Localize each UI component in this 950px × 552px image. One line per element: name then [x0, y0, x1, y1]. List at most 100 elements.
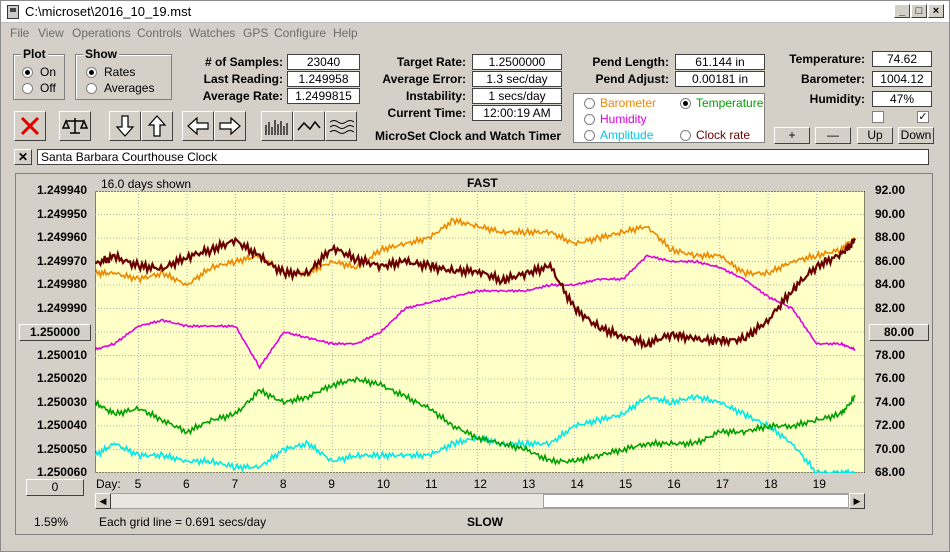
clock-rate-option[interactable]: Clock rate	[696, 128, 751, 142]
right-tick-label: 78.00	[875, 347, 906, 362]
offset-button[interactable]: 0	[26, 479, 84, 496]
day-tick-label: 12	[473, 477, 487, 491]
scroll-right-button[interactable]	[214, 111, 246, 141]
close-window-button[interactable]: ×	[928, 4, 944, 18]
scroll-right-arrow[interactable]: ▶	[849, 493, 865, 509]
menu-controls[interactable]: Controls	[137, 26, 182, 40]
scroll-left-arrow[interactable]: ◀	[95, 493, 111, 509]
clock-rate-radio[interactable]	[680, 130, 691, 141]
chart-grid	[95, 191, 865, 473]
instability-label: Instability:	[405, 89, 466, 103]
arrow-right-icon	[219, 116, 241, 136]
clock-name-field[interactable]: Santa Barbara Courthouse Clock	[37, 149, 929, 165]
up-button[interactable]: Up	[857, 127, 893, 144]
filter-view-button[interactable]	[325, 111, 357, 141]
day-tick-label: 19	[812, 477, 826, 491]
series-temperature-line	[95, 376, 856, 466]
day-tick-label: 5	[134, 477, 142, 491]
pend-adjust-label: Pend Adjust:	[595, 72, 669, 86]
current-time-label: Current Time:	[387, 106, 466, 120]
day-tick-label: 11	[425, 477, 438, 491]
scroll-left-button[interactable]	[182, 111, 214, 141]
right-tick-label: 68.00	[875, 465, 906, 479]
menu-watches[interactable]: Watches	[189, 26, 236, 40]
slow-label: SLOW	[467, 515, 503, 529]
day-tick-label: 18	[764, 477, 778, 491]
show-group-label: Show	[83, 47, 119, 61]
days-shown-label: 16.0 days shown	[101, 177, 192, 191]
day-tick-label: 16	[667, 477, 681, 491]
humidity-radio[interactable]	[584, 114, 595, 125]
ripple-icon	[329, 120, 354, 134]
center-right-button[interactable]: 80.00	[869, 324, 929, 341]
temperature-value: 74.62	[872, 51, 932, 67]
samples-value: 23040	[287, 54, 360, 70]
left-tick-label: 1.250050	[36, 441, 87, 456]
show-rates-radio[interactable]	[86, 67, 97, 78]
day-tick-label: 14	[570, 477, 584, 491]
right-tick-label: 86.00	[875, 253, 906, 268]
clear-clock-button[interactable]: ✕	[14, 149, 32, 165]
show-rates-label[interactable]: Rates	[104, 65, 136, 79]
barometer-option[interactable]: Barometer	[600, 96, 657, 110]
plot-on-radio[interactable]	[22, 67, 33, 78]
amplitude-option[interactable]: Amplitude	[600, 128, 654, 142]
barometer-label: Barometer:	[800, 72, 865, 86]
down-button[interactable]: Down	[898, 127, 934, 144]
left-tick-label: 1.250040	[36, 418, 87, 432]
scale-icon	[62, 118, 88, 134]
bar-view-button[interactable]	[261, 111, 293, 141]
minimize-button[interactable]: _	[894, 4, 910, 18]
plot-off-radio[interactable]	[22, 83, 33, 94]
amplitude-radio[interactable]	[584, 130, 595, 141]
menu-file[interactable]: File	[10, 26, 30, 40]
plot-group-label: Plot	[21, 47, 48, 61]
samples-label: # of Samples:	[204, 55, 283, 69]
barometer-radio[interactable]	[584, 98, 595, 109]
left-tick-label: 1.249970	[36, 253, 87, 268]
calibrate-button[interactable]	[59, 111, 91, 141]
day-tick-label: 15	[618, 477, 633, 491]
menu-operations[interactable]: Operations	[72, 26, 131, 40]
show-averages-radio[interactable]	[86, 83, 97, 94]
scrollbar-thumb[interactable]	[543, 494, 849, 508]
menu-configure[interactable]: Configure	[274, 26, 327, 40]
right-tick-label: 92.00	[875, 183, 906, 197]
target-rate-label: Target Rate:	[396, 55, 466, 69]
title-bar: C:\microset\2016_10_19.mst _ □ ×	[1, 1, 949, 23]
right-tick-label: 90.00	[875, 206, 906, 221]
checkbox-left[interactable]	[872, 111, 884, 123]
right-tick-label: 72.00	[875, 418, 906, 432]
center-left-button[interactable]: 1.250000	[19, 324, 91, 341]
left-tick-label: 1.250010	[36, 347, 87, 362]
temperature-radio[interactable]	[680, 98, 691, 109]
stop-button[interactable]	[14, 111, 46, 141]
scroll-down-button[interactable]	[109, 111, 141, 141]
menu-gps[interactable]: GPS	[243, 26, 269, 40]
instability-value: 1 secs/day	[472, 88, 562, 104]
percent-label: 1.59%	[34, 515, 69, 529]
show-averages-label[interactable]: Averages	[104, 81, 155, 95]
scroll-up-button[interactable]	[141, 111, 173, 141]
right-tick-label: 76.00	[875, 371, 906, 385]
maximize-button[interactable]: □	[911, 4, 927, 18]
left-tick-label: 1.249990	[36, 300, 87, 315]
humidity-option[interactable]: Humidity	[600, 112, 647, 126]
menu-view[interactable]: View	[38, 26, 64, 40]
humidity-value: 47%	[872, 91, 932, 107]
pend-length-value: 61.144 in	[675, 54, 765, 70]
humidity-label: Humidity:	[809, 92, 865, 106]
plus-button[interactable]: +	[774, 127, 810, 144]
temperature-option[interactable]: Temperature	[696, 96, 764, 110]
app-icon	[7, 5, 19, 19]
line-view-button[interactable]	[293, 111, 325, 141]
checkbox-right[interactable]: ✓	[917, 111, 929, 123]
average-error-value: 1.3 sec/day	[472, 71, 562, 87]
current-time-value: 12:00:19 AM	[472, 105, 562, 121]
plot-on-label[interactable]: On	[40, 65, 57, 79]
left-tick-label: 1.249950	[36, 206, 87, 221]
right-tick-label: 88.00	[875, 230, 906, 244]
menu-help[interactable]: Help	[333, 26, 358, 40]
plot-off-label[interactable]: Off	[40, 81, 56, 95]
minus-button[interactable]: —	[815, 127, 851, 144]
